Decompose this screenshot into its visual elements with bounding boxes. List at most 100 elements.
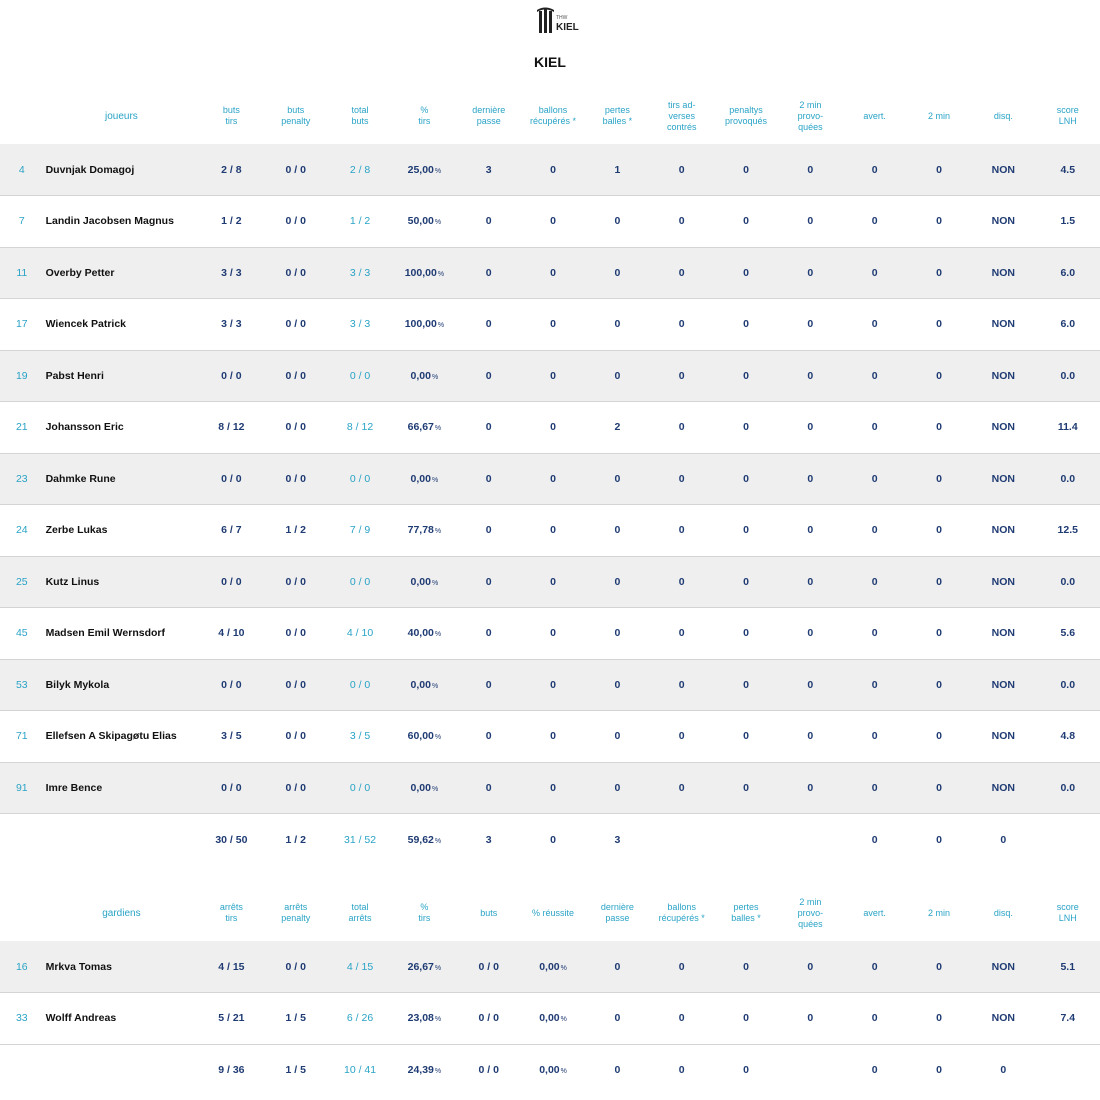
cell-value: 0.0 [1060,678,1076,691]
cell-value: 0 [485,730,492,743]
player-name: Kutz Linus [43,556,200,608]
total-c2: 1 / 5 [263,1044,328,1096]
player-name: Ellefsen A Skipagøtu Elias [43,710,200,763]
cell-c14: 7.4 [1035,992,1100,1045]
cell-c12: 0 [906,659,972,711]
cell-c1: 0 / 0 [199,659,264,711]
cell-c13: NON [971,453,1036,505]
cell-c13: NON [971,401,1036,454]
players-table: joueurs buts tirs buts penalty total buts% tirs… [0,88,1100,866]
player-number: 53 [0,659,44,711]
cell-c6: 0 [520,504,586,557]
total-c7: 0 [585,1044,650,1096]
cell-c6: 0 [520,350,586,402]
total-c14 [1035,1044,1100,1096]
cell-value: 0 [485,266,492,279]
cell-value: 0 [485,318,492,331]
cell-value: 0 [871,215,878,228]
cell-value: 0 [743,627,749,640]
cell-c7: 0 [585,762,650,814]
cell-value: 0 [614,524,621,537]
cell-c9: 0 [713,453,779,505]
total-c14 [1035,813,1100,866]
cell-c3: 4 / 10 [327,607,393,660]
cell-c2: 0 / 0 [263,453,328,505]
cell-value: 0 / 0 [349,781,371,794]
total-c2: 1 / 2 [263,813,328,866]
cell-c11: 0 [842,992,907,1045]
cell-c10: 0 [778,762,843,814]
cell-c8: 0 [649,401,714,454]
table-row: 91 Imre Bence 0 / 0 0 / 0 0 / 0 0,00% 0 0 0 0 0 0 0 0… [0,762,1100,814]
total-value: 0 [1000,1064,1007,1077]
cell-c7: 0 [585,710,650,763]
player-number: 11 [0,247,44,299]
cell-c10: 0 [778,195,843,248]
cell-value: 0 [614,575,621,588]
cell-value: 0 [614,627,621,640]
cell-c10: 0 [778,504,843,557]
cell-c14: 0.0 [1035,453,1100,505]
cell-value: 0 [614,215,621,228]
table-row: 19 Pabst Henri 0 / 0 0 / 0 0 / 0 0,00% 0 0 0 0 0 0 0… [0,350,1100,402]
header-c8: tirs ad-verses contrés [666,99,697,132]
table-row: 33 Wolff Andreas 5 / 21 1 / 5 6 / 26 23,08% 0 … [0,992,1100,1045]
cell-value: 5 / 21 [218,1012,245,1025]
cell-c2: 0 / 0 [263,195,328,248]
total-c5: 3 [456,813,521,866]
cell-value: 0 / 0 [349,472,371,485]
cell-c13: NON [971,607,1036,660]
cell-c2: 0 / 0 [263,762,328,814]
cell-value: 100,00 [404,266,437,279]
cell-c5: 0 [456,401,521,454]
percent-sign: % [437,270,445,278]
player-name: Bilyk Mykola [43,659,200,711]
cell-value: 0 [485,215,492,228]
cell-value: 0 [614,472,621,485]
cell-value: 1 / 2 [221,215,242,228]
percent-sign: % [431,476,439,484]
cell-c3: 0 / 0 [327,350,393,402]
cell-c7: 0 [585,607,650,660]
cell-value: 0 [550,627,556,640]
total-value: 0 [678,1064,685,1077]
percent-sign: % [434,528,442,536]
cell-value: 0 / 0 [478,960,499,973]
cell-c14: 5.6 [1035,607,1100,660]
cell-value: 0 [807,318,814,331]
cell-value: 0 [871,472,878,485]
cell-c14: 6.0 [1035,247,1100,299]
cell-value: 0 [678,730,685,743]
cell-c5: 0 [456,298,521,351]
header-c5: buts [480,907,498,918]
header-c8: ballons récupérés * [658,902,705,923]
cell-value: NON [991,318,1015,331]
total-c4: 24,39% [392,1044,457,1096]
cell-value: 0 [871,318,878,331]
cell-value: 0 [871,524,878,537]
cell-c4: 40,00% [392,607,457,660]
cell-c5: 0 [456,453,521,505]
cell-c2: 0 / 0 [263,401,328,454]
cell-value: 0 [678,215,685,228]
total-c7: 3 [585,813,650,866]
cell-value: 0 [936,627,942,640]
logo-subtext: THW [556,15,568,21]
cell-c9: 0 [713,556,779,608]
percent-sign: % [434,837,442,845]
cell-value: 0 [871,266,878,279]
cell-value: 0.0 [1060,369,1076,382]
cell-c6: 0,00% [520,941,586,993]
cell-c2: 0 / 0 [263,247,328,299]
cell-value: 0 [743,524,749,537]
cell-value: 0 [678,472,685,485]
table-row: 23 Dahmke Rune 0 / 0 0 / 0 0 / 0 0,00% 0 0 0 0 0 0 0… [0,453,1100,505]
percent-sign: % [431,682,439,690]
cell-c5: 0 / 0 [456,941,521,993]
cell-c12: 0 [906,350,972,402]
cell-value: 23,08 [407,1012,434,1025]
cell-value: 0 [743,678,749,691]
total-value: 31 / 52 [343,833,377,846]
cell-value: 0 / 0 [285,318,306,331]
cell-value: 0 [614,1012,621,1025]
